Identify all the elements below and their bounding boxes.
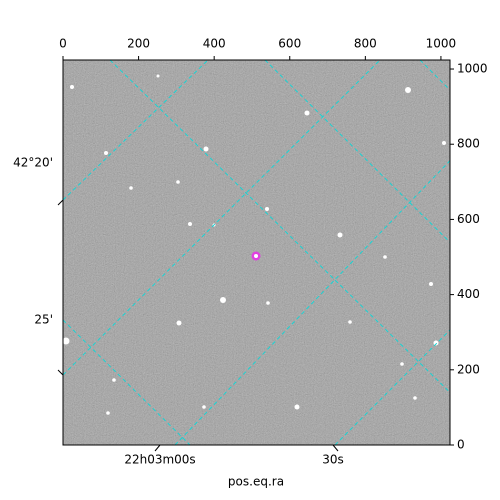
y-tick-label: 1000 xyxy=(457,62,488,76)
tick xyxy=(154,444,161,452)
grid-line xyxy=(334,329,450,445)
x-tick-label: 600 xyxy=(278,37,301,51)
x-tick-label: 200 xyxy=(127,37,150,51)
y-tick-label: 400 xyxy=(457,287,480,301)
dec-tick-label: 25' xyxy=(34,313,53,327)
dec-tick-label: 42°20' xyxy=(13,156,53,170)
ra-tick-label: 22h03m00s xyxy=(124,453,195,467)
y-tick-label: 200 xyxy=(457,362,480,376)
frame xyxy=(62,59,451,446)
grid-line xyxy=(419,60,450,91)
grid-line xyxy=(63,319,191,445)
y-tick-label: 0 xyxy=(457,438,465,452)
grid-line xyxy=(264,60,450,243)
x-tick-label: 400 xyxy=(203,37,226,51)
grid-line xyxy=(63,60,381,376)
x-tick-label: 1000 xyxy=(426,37,457,51)
tick xyxy=(332,444,339,452)
x-tick-label: 0 xyxy=(59,37,67,51)
y-tick-label: 800 xyxy=(457,137,480,151)
ra-tick-label: 30s xyxy=(322,453,344,467)
y-tick-label: 600 xyxy=(457,212,480,226)
tick xyxy=(57,199,64,206)
x-tick-label: 800 xyxy=(354,37,377,51)
stars xyxy=(62,74,446,415)
grid-line xyxy=(174,159,450,445)
target-core xyxy=(254,254,258,258)
tick xyxy=(57,369,64,376)
wcs-ticks xyxy=(57,199,339,452)
coordinate-grid xyxy=(63,60,450,445)
image xyxy=(62,60,450,445)
grid-line xyxy=(63,60,209,201)
x-axis-label: pos.eq.ra xyxy=(228,475,284,489)
